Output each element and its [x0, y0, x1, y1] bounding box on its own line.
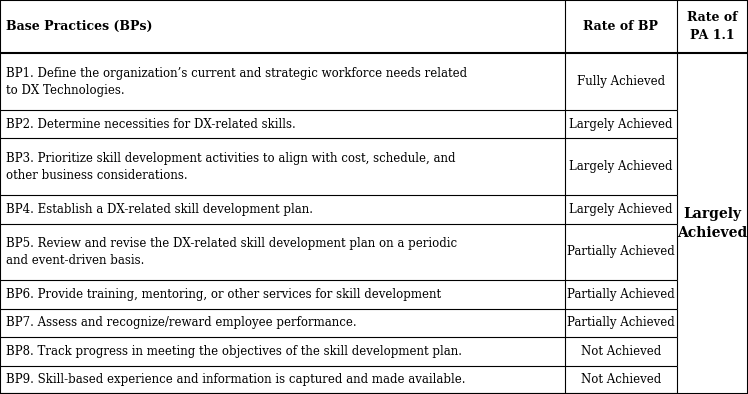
Text: Partially Achieved: Partially Achieved — [567, 245, 675, 258]
Text: BP5. Review and revise the DX-related skill development plan on a periodic
and e: BP5. Review and revise the DX-related sk… — [6, 237, 457, 267]
Text: BP8. Track progress in meeting the objectives of the skill development plan.: BP8. Track progress in meeting the objec… — [6, 345, 462, 358]
Text: Rate of
PA 1.1: Rate of PA 1.1 — [687, 11, 738, 42]
Text: Base Practices (BPs): Base Practices (BPs) — [6, 20, 153, 33]
Text: Not Achieved: Not Achieved — [580, 345, 661, 358]
Text: BP9. Skill-based experience and information is captured and made available.: BP9. Skill-based experience and informat… — [6, 373, 465, 386]
Text: Rate of BP: Rate of BP — [583, 20, 658, 33]
Text: BP6. Provide training, mentoring, or other services for skill development: BP6. Provide training, mentoring, or oth… — [6, 288, 441, 301]
Text: BP4. Establish a DX-related skill development plan.: BP4. Establish a DX-related skill develo… — [6, 203, 313, 216]
Text: BP1. Define the organization’s current and strategic workforce needs related
to : BP1. Define the organization’s current a… — [6, 67, 467, 97]
Text: Largely
Achieved: Largely Achieved — [678, 207, 747, 240]
Text: Partially Achieved: Partially Achieved — [567, 316, 675, 329]
Text: Partially Achieved: Partially Achieved — [567, 288, 675, 301]
Text: Largely Achieved: Largely Achieved — [569, 160, 672, 173]
Text: Fully Achieved: Fully Achieved — [577, 75, 665, 88]
Text: Largely Achieved: Largely Achieved — [569, 118, 672, 131]
Text: BP2. Determine necessities for DX-related skills.: BP2. Determine necessities for DX-relate… — [6, 118, 295, 131]
Text: Not Achieved: Not Achieved — [580, 373, 661, 386]
Text: BP3. Prioritize skill development activities to align with cost, schedule, and
o: BP3. Prioritize skill development activi… — [6, 152, 456, 182]
Text: Largely Achieved: Largely Achieved — [569, 203, 672, 216]
Text: BP7. Assess and recognize/reward employee performance.: BP7. Assess and recognize/reward employe… — [6, 316, 357, 329]
